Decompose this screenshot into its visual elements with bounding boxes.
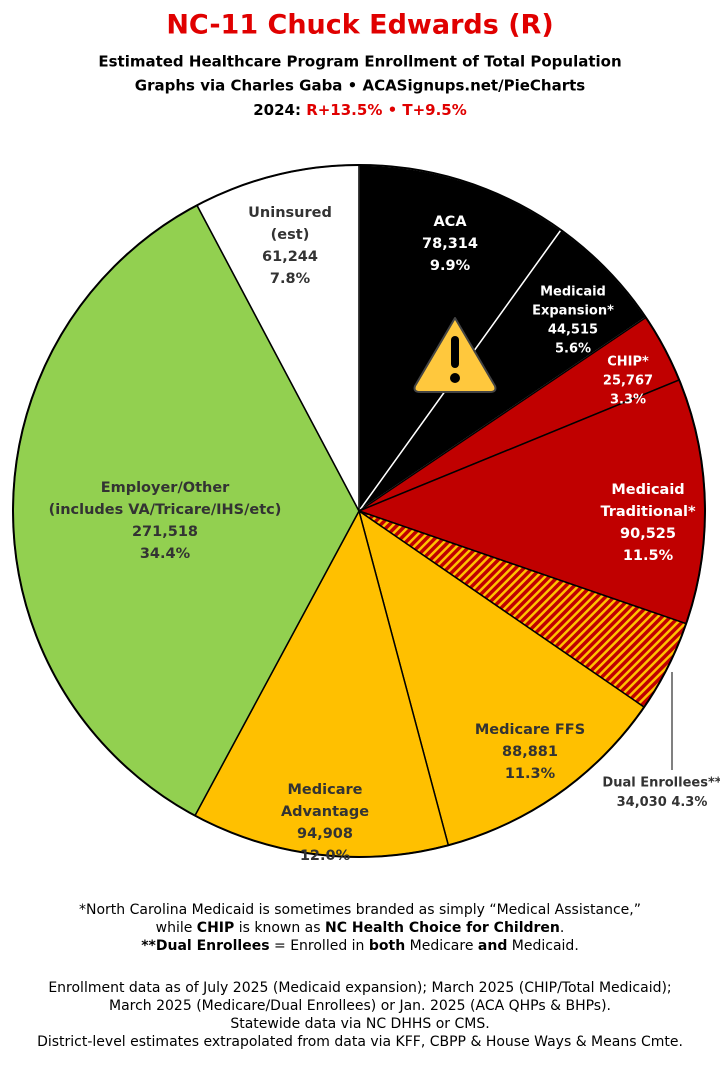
- value-label: 88,881: [502, 744, 558, 760]
- warning-icon: [413, 317, 497, 393]
- slice-label: Advantage: [281, 804, 369, 820]
- note-text: **Dual Enrollees: [141, 938, 269, 954]
- percent-label: 3.3%: [610, 393, 646, 408]
- value-label: 61,244: [262, 249, 318, 265]
- note-text: Medicare: [405, 938, 478, 954]
- slice-label: Medicare FFS: [475, 722, 585, 738]
- subtitle: 2024: R+13.5% • T+9.5%: [253, 101, 467, 119]
- slice-label: Traditional*: [600, 504, 696, 520]
- note: Statewide data via NC DHHS or CMS.: [230, 1016, 489, 1032]
- percent-label: 12.0%: [300, 848, 351, 864]
- note: while CHIP is known as NC Health Choice …: [156, 920, 565, 936]
- subtitle: Estimated Healthcare Program Enrollment …: [98, 53, 621, 71]
- note-text: both: [369, 938, 405, 954]
- percent-label: 4.3%: [671, 795, 707, 810]
- note: Enrollment data as of July 2025 (Medicai…: [48, 980, 671, 996]
- note: *North Carolina Medicaid is sometimes br…: [79, 902, 641, 918]
- percent-label: 34.4%: [140, 546, 191, 562]
- slice-label: Expansion*: [532, 304, 614, 319]
- value-label: 90,525: [620, 526, 676, 542]
- value-label: 78,314: [422, 236, 478, 252]
- percent-label: 9.9%: [430, 258, 471, 274]
- slice-label: Employer/Other: [101, 480, 230, 496]
- note-text: Medicaid.: [507, 938, 578, 954]
- percent-label: 11.3%: [505, 766, 556, 782]
- chart-title: NC-11 Chuck Edwards (R): [166, 10, 553, 41]
- note: **Dual Enrollees = Enrolled in both Medi…: [141, 938, 579, 954]
- slice-label: Dual Enrollees**: [602, 776, 720, 791]
- slice-label: 34,030 4.3%: [617, 795, 708, 810]
- value-label: 44,515: [548, 323, 598, 338]
- notes: *North Carolina Medicaid is sometimes br…: [37, 902, 683, 1050]
- slice-label: Medicaid: [540, 285, 606, 300]
- pie-outline: [12, 164, 706, 858]
- pie: ACA 78,314 9.9% Medicaid Expansion* 44,515 5.6…: [12, 164, 720, 864]
- note: March 2025 (Medicare/Dual Enrollees) or …: [109, 998, 611, 1014]
- value-label: 94,908: [297, 826, 353, 842]
- slice-label: CHIP*: [607, 355, 649, 370]
- note-text: and: [478, 938, 507, 954]
- slice-label: ACA: [433, 214, 467, 230]
- slice-label: Uninsured: [248, 205, 332, 221]
- slice-label: Medicare: [288, 782, 363, 798]
- percent-label: 5.6%: [555, 342, 591, 357]
- note: District-level estimates extrapolated fr…: [37, 1034, 683, 1050]
- slice-label: (includes VA/Tricare/IHS/etc): [49, 502, 282, 518]
- note-text: CHIP: [197, 920, 234, 936]
- value-label: 271,518: [132, 524, 198, 540]
- value-label: 25,767: [603, 374, 653, 389]
- slice-label: Medicaid: [611, 482, 684, 498]
- note-text: = Enrolled in: [270, 938, 369, 954]
- margin: R+13.5% • T+9.5%: [306, 101, 467, 119]
- note-text: .: [560, 920, 564, 936]
- note-text: while: [156, 920, 197, 936]
- note-text: NC Health Choice for Children: [325, 920, 560, 936]
- note-text: *North Carolina Medicaid is sometimes br…: [79, 902, 641, 918]
- subtitle: Graphs via Charles Gaba • ACASignups.net…: [135, 77, 585, 95]
- value-label: 34,030: [617, 795, 667, 810]
- percent-label: 11.5%: [623, 548, 674, 564]
- slice-label: (est): [271, 227, 310, 243]
- percent-label: 7.8%: [270, 271, 311, 287]
- note-text: is known as: [234, 920, 325, 936]
- year: 2024:: [253, 101, 301, 119]
